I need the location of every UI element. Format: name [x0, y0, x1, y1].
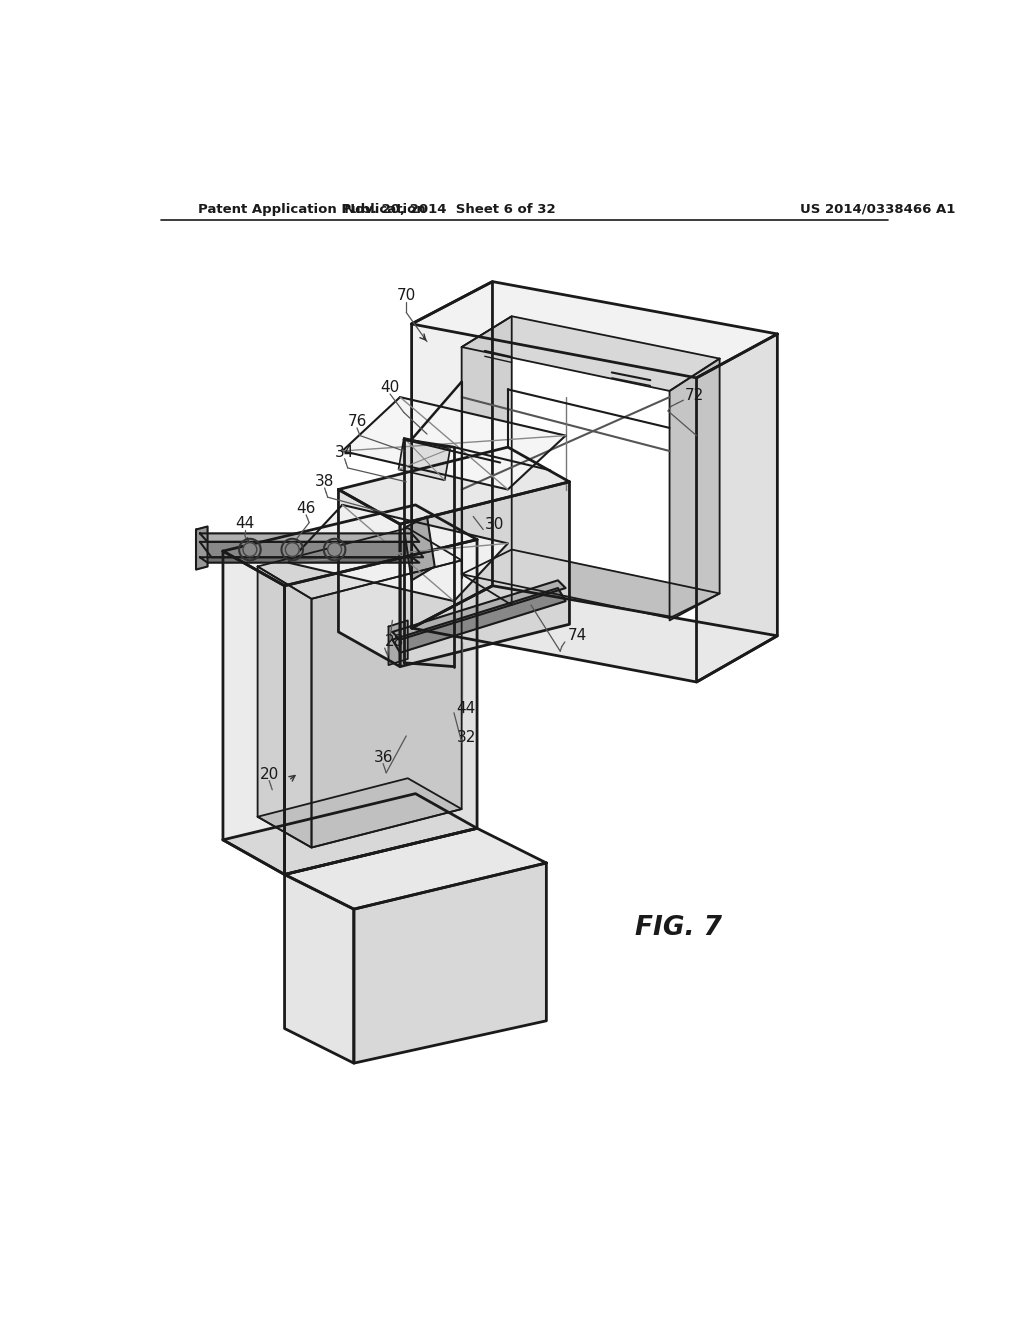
Polygon shape [289, 506, 508, 601]
Text: 70: 70 [396, 288, 416, 304]
Polygon shape [285, 829, 547, 909]
Text: Nov. 20, 2014  Sheet 6 of 32: Nov. 20, 2014 Sheet 6 of 32 [344, 203, 556, 215]
Polygon shape [392, 589, 565, 653]
Text: 76: 76 [347, 414, 367, 429]
Circle shape [286, 543, 299, 557]
Text: 28: 28 [385, 635, 403, 649]
Text: 46: 46 [296, 502, 315, 516]
Polygon shape [412, 281, 493, 628]
Polygon shape [392, 581, 565, 640]
Polygon shape [223, 552, 285, 875]
Polygon shape [311, 561, 462, 847]
Text: FIG. 7: FIG. 7 [635, 915, 722, 941]
Circle shape [328, 543, 342, 557]
Text: 72: 72 [685, 388, 705, 403]
Polygon shape [200, 557, 419, 562]
Polygon shape [258, 566, 311, 847]
Text: 44: 44 [457, 701, 476, 717]
Polygon shape [400, 482, 569, 667]
Polygon shape [354, 863, 547, 1063]
Polygon shape [339, 447, 569, 524]
Polygon shape [462, 549, 720, 618]
Text: 36: 36 [374, 750, 393, 766]
Polygon shape [196, 527, 208, 570]
Text: 20: 20 [259, 767, 279, 781]
Text: 34: 34 [335, 445, 354, 461]
Polygon shape [285, 540, 477, 875]
Polygon shape [412, 281, 777, 378]
Polygon shape [696, 334, 777, 682]
Polygon shape [200, 533, 419, 543]
Polygon shape [339, 490, 400, 667]
Circle shape [243, 543, 257, 557]
Text: 32: 32 [457, 730, 476, 744]
Polygon shape [398, 438, 451, 480]
Polygon shape [342, 397, 565, 490]
Text: 44: 44 [234, 516, 254, 531]
Text: 38: 38 [315, 474, 334, 490]
Polygon shape [223, 506, 477, 586]
Polygon shape [412, 586, 777, 682]
Text: 30: 30 [484, 516, 504, 532]
Text: 74: 74 [568, 628, 587, 643]
Polygon shape [462, 317, 720, 391]
Polygon shape [403, 516, 435, 581]
Polygon shape [223, 793, 477, 875]
Polygon shape [258, 779, 462, 847]
Polygon shape [670, 359, 720, 620]
Text: 40: 40 [381, 380, 399, 396]
Text: Patent Application Publication: Patent Application Publication [199, 203, 426, 215]
Polygon shape [285, 875, 354, 1063]
Text: US 2014/0338466 A1: US 2014/0338466 A1 [801, 203, 955, 215]
Polygon shape [462, 317, 512, 605]
Polygon shape [388, 620, 408, 665]
Polygon shape [258, 528, 462, 599]
Polygon shape [200, 543, 423, 557]
